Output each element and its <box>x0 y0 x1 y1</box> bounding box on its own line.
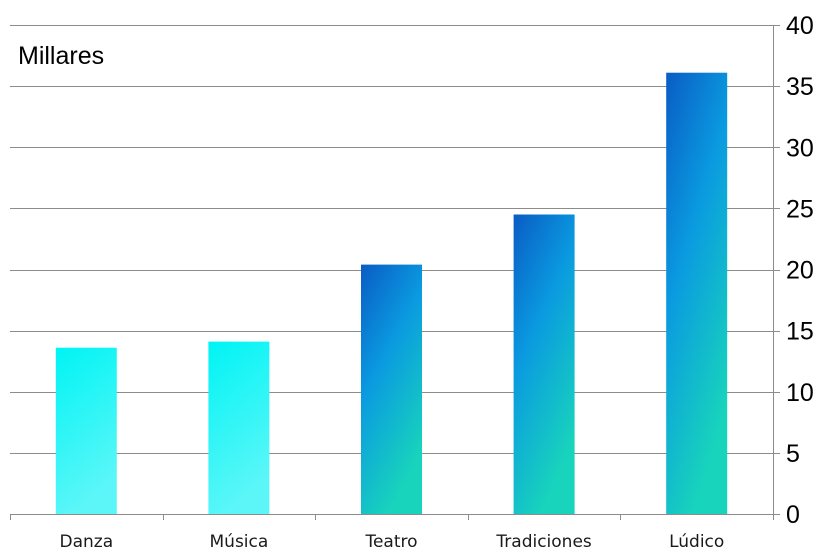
y-tick-label: 25 <box>786 195 814 223</box>
bar-tradiciones <box>513 214 575 514</box>
y-tick-label: 30 <box>786 134 814 162</box>
bars <box>55 72 728 514</box>
x-tick-label: Tradiciones <box>495 532 592 552</box>
bar-danza <box>55 347 117 514</box>
x-tick-label: Lúdico <box>669 532 724 552</box>
bar-ludico <box>666 72 728 514</box>
x-tick-label: Teatro <box>364 532 417 552</box>
unit-label: Millares <box>18 42 104 70</box>
y-tick-label: 15 <box>786 318 814 346</box>
tick-labels: 0 5 10 15 20 25 30 35 40 Danza Música Teatro Tradici… <box>59 12 813 552</box>
y-tick-label: 10 <box>786 379 814 407</box>
x-tick-label: Danza <box>59 532 113 552</box>
axes <box>10 25 780 520</box>
x-tick-label: Música <box>210 532 269 552</box>
y-tick-label: 0 <box>786 501 800 529</box>
y-tick-label: 40 <box>786 12 814 40</box>
y-tick-label: 5 <box>786 440 800 468</box>
bar-musica <box>208 341 270 514</box>
bar-teatro <box>361 264 422 514</box>
y-tick-label: 35 <box>786 73 814 101</box>
y-tick-label: 20 <box>786 257 814 285</box>
